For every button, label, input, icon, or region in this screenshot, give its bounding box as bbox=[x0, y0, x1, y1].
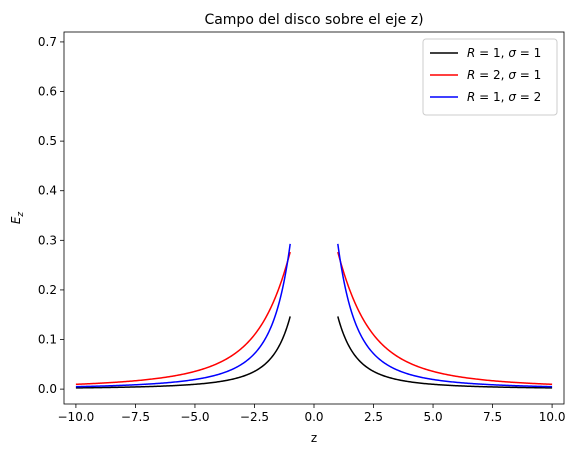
legend-label-3: R = 1, σ = 2 bbox=[467, 90, 541, 104]
y-tick-label: 0.6 bbox=[38, 85, 57, 99]
x-tick-label: 0.0 bbox=[304, 410, 323, 424]
x-tick-label: 2.5 bbox=[364, 410, 383, 424]
legend-label-1: R = 1, σ = 1 bbox=[467, 46, 541, 60]
legend-label-2: R = 2, σ = 1 bbox=[467, 68, 541, 82]
series-line-2-right bbox=[337, 251, 553, 386]
x-tick-label: −10.0 bbox=[58, 410, 95, 424]
x-axis-ticks: −10.0 −7.5 −5.0 −2.5 0.0 2.5 5.0 7.5 10.0 bbox=[58, 404, 566, 424]
x-tick-label: −7.5 bbox=[121, 410, 150, 424]
series-layer bbox=[75, 243, 553, 389]
series-line-1-left bbox=[75, 316, 291, 389]
y-tick-label: 0.5 bbox=[38, 134, 57, 148]
legend: R = 1, σ = 1 R = 2, σ = 1 R = 1, σ = 2 bbox=[422, 38, 558, 116]
x-tick-label: −2.5 bbox=[240, 410, 269, 424]
series-line-2-left bbox=[75, 251, 291, 386]
series-line-3-left bbox=[75, 243, 291, 388]
y-tick-label: 0.7 bbox=[38, 35, 57, 49]
legend-box bbox=[422, 38, 558, 116]
y-tick-label: 0.2 bbox=[38, 283, 57, 297]
y-tick-label: 0.0 bbox=[38, 382, 57, 396]
y-tick-label: 0.3 bbox=[38, 233, 57, 247]
y-tick-label: 0.4 bbox=[38, 184, 57, 198]
y-axis-label-main: E bbox=[9, 216, 23, 224]
x-tick-label: 10.0 bbox=[539, 410, 566, 424]
x-axis-label: z bbox=[311, 431, 317, 445]
y-axis-label-sub: z bbox=[16, 212, 26, 218]
chart-title: Campo del disco sobre el eje z) bbox=[204, 12, 423, 28]
series-line-1-right bbox=[337, 316, 553, 389]
x-tick-label: 7.5 bbox=[483, 410, 502, 424]
x-tick-label: 5.0 bbox=[424, 410, 443, 424]
legend-items: R = 1, σ = 1 R = 2, σ = 1 R = 1, σ = 2 bbox=[430, 46, 541, 104]
y-axis-label: Ez bbox=[9, 212, 26, 225]
y-axis-ticks: 0.0 0.1 0.2 0.3 0.4 0.5 0.6 0.7 bbox=[38, 35, 64, 396]
series-line-3-right bbox=[337, 243, 553, 388]
x-tick-label: −5.0 bbox=[180, 410, 209, 424]
y-tick-label: 0.1 bbox=[38, 333, 57, 347]
